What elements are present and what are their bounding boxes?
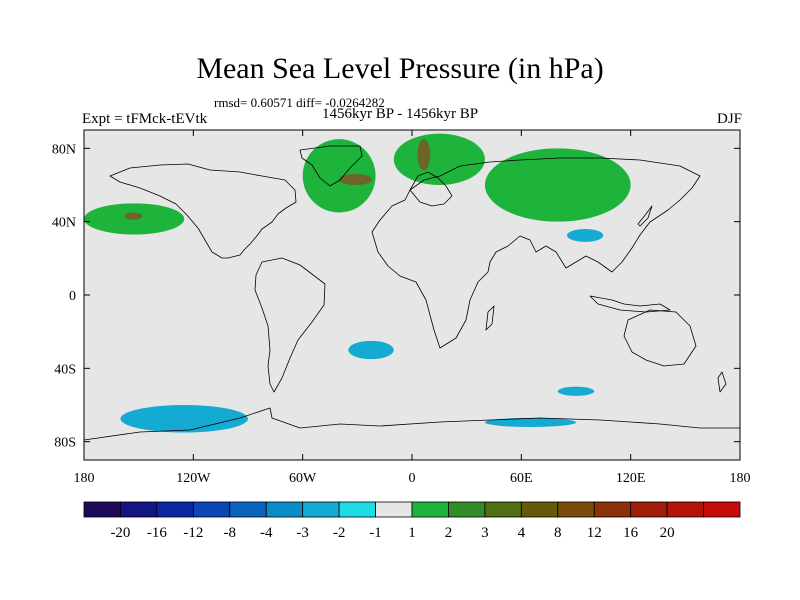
colorbar-label: -1 [369,525,382,541]
colorbar-swatch [448,501,486,518]
coast-new-zealand [717,371,727,393]
colorbar-label: 8 [554,525,562,541]
anomaly-scandinavia-core [417,139,431,171]
longitude-ticks: 180 120W 60W 0 60E 120E 180 [74,130,751,486]
lon-tick-label: 120E [616,471,646,486]
colorbar-label: 20 [660,525,675,541]
colorbar-label: -2 [333,525,346,541]
colorbar-swatch [520,501,559,518]
lon-tick-label: 60E [510,471,533,486]
colorbar: -20 -16 -12 -8 -4 -3 -2 -1 1 2 3 4 8 12 16 20 [83,501,741,541]
anomaly-tibet-negative [566,229,604,242]
coast-japan [637,205,653,227]
coast-greenland [299,145,363,187]
coast-north-america [109,163,297,259]
colorbar-label: 1 [408,525,416,541]
colorbar-swatch [630,501,668,518]
lat-tick-label: 0 [69,289,76,304]
colorbar-label: -20 [110,525,130,541]
lon-tick-label: 180 [730,471,751,486]
coastlines [84,145,740,441]
colorbar-label: 3 [481,525,489,541]
colorbar-label: 12 [587,525,602,541]
coast-europe [409,171,453,207]
colorbar-label: -8 [224,525,237,541]
stats-line: rmsd= 0.60571 diff= -0.0264282 [214,95,385,110]
anomaly-siberia-positive [484,148,631,222]
colorbar-label: 2 [445,525,453,541]
map-background [84,130,740,460]
anomaly-north-pacific-core [124,212,143,220]
colorbar-swatch [192,501,231,518]
lat-tick-label: 40S [54,362,76,377]
anomaly-south-pacific-negative [120,405,248,433]
anomaly-north-atlantic-positive [302,139,376,213]
lon-tick-label: 180 [74,471,95,486]
colorbar-swatch [302,501,340,518]
colorbar-label: -12 [183,525,203,541]
lon-tick-label: 120W [176,471,211,486]
map-title: Mean Sea Level Pressure (in hPa) [196,52,604,85]
lon-tick-label: 60W [289,471,317,486]
colorbar-swatch [120,501,158,518]
lon-tick-label: 0 [409,471,416,486]
anomaly-antarctic-coast-negative [484,417,576,427]
colorbar-swatch [593,501,632,518]
colorbar-label: -4 [260,525,273,541]
colorbar-swatch [484,501,522,518]
colorbar-swatch [375,501,413,518]
colorbar-swatch [265,501,304,518]
anomaly-south-indian-negative [557,386,595,396]
season-label: DJF [716,111,742,127]
colorbar-swatch [338,501,376,518]
colorbar-label: -16 [147,525,167,541]
colorbar-swatch [411,501,449,518]
period-label: 1456kyr BP - 1456kyr BP [322,106,479,122]
anomaly-greenland-core [339,174,372,185]
colorbar-swatch [557,501,595,518]
experiment-label: Expt = tFMck-tEVtk [82,111,208,127]
coast-eurasia-africa [371,157,701,349]
colorbar-label: -3 [296,525,309,541]
colorbar-swatch [703,501,741,518]
lat-tick-label: 80S [54,436,76,451]
coast-south-america [254,257,326,393]
colorbar-swatch [229,501,267,518]
coast-australia [623,309,697,367]
colorbar-label: 4 [518,525,526,541]
coast-indonesia [589,295,671,313]
colorbar-swatch [666,501,704,518]
colorbar-label: 16 [623,525,639,541]
coast-antarctica [84,407,740,441]
colorbar-swatch [83,501,121,518]
lat-tick-label: 40N [52,216,76,231]
colorbar-swatch [156,501,194,518]
anomaly-arctic-europe-positive [393,133,485,185]
anomaly-south-atlantic-negative [348,340,394,360]
latitude-ticks: 80N 40N 0 40S 80S [52,142,740,451]
anomaly-layer [84,133,631,433]
coast-madagascar [485,305,495,331]
lat-tick-label: 80N [52,142,76,157]
